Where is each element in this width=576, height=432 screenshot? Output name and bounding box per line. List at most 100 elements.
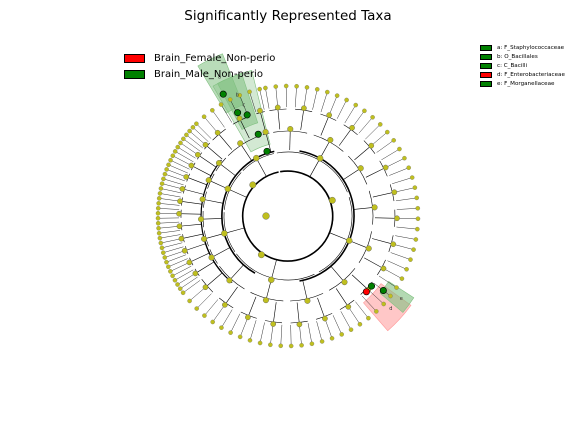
leaf-branch: [168, 164, 188, 174]
leaf-branch: [162, 183, 183, 190]
leaf-node: [366, 315, 371, 321]
branch-line: [335, 288, 349, 307]
clade-shade-e: [379, 280, 415, 313]
taxon-node: [214, 129, 221, 136]
branch-line: [289, 129, 291, 151]
taxon-node: [178, 235, 185, 242]
leaf-branch: [189, 287, 206, 302]
leaf-branch: [358, 117, 373, 134]
leaf-branch: [307, 323, 313, 344]
leaf-branch: [395, 235, 416, 240]
leaf-branch: [303, 87, 308, 109]
branch-line: [259, 110, 266, 133]
taxon-node: [368, 142, 375, 149]
clade-arc: [280, 170, 334, 256]
leaf-node: [309, 341, 315, 347]
leaf-node: [247, 89, 252, 95]
leaf-node: [228, 330, 233, 335]
branch-line: [201, 218, 223, 220]
branch-line: [195, 261, 215, 274]
leaf-branch: [332, 315, 342, 335]
clade-legend-label-a: a: F_Staphylococcaceae: [497, 44, 565, 51]
leaf-branch: [340, 311, 352, 330]
clade-arc: [242, 171, 279, 212]
leaf-branch: [163, 246, 184, 253]
leaf-branch: [239, 317, 249, 337]
leaf-node: [162, 255, 168, 260]
leaf-branch: [166, 254, 187, 263]
taxon-node: [176, 223, 183, 230]
taxon-node: [394, 215, 400, 222]
enriched-node-female: [362, 288, 370, 296]
leaf-branch: [196, 123, 212, 139]
leaf-branch: [177, 146, 196, 159]
taxon-node: [371, 204, 378, 211]
taxon-node: [245, 314, 251, 321]
taxon-node: [253, 154, 260, 162]
enriched-node-male: [254, 130, 262, 138]
clade-shade-d: [363, 283, 412, 332]
leaf-branch: [351, 110, 365, 128]
clade-swatch-c: [480, 62, 492, 69]
taxon-node: [262, 128, 269, 135]
taxon-node: [215, 160, 222, 167]
clade-legend: a: F_Staphylococcaceae b: O_Bacillales c…: [480, 43, 565, 89]
taxon-node: [345, 303, 352, 310]
branch-line: [179, 223, 202, 227]
taxon-node: [192, 270, 199, 277]
leaf-branch: [239, 95, 248, 115]
leaf-branch: [170, 262, 190, 272]
leaf-branch: [186, 134, 203, 149]
taxon-node: [195, 151, 201, 158]
leaf-node: [319, 339, 325, 344]
leaf-node: [202, 313, 207, 318]
leaf-node: [219, 325, 224, 330]
taxon-node: [236, 115, 243, 122]
taxon-node: [357, 165, 364, 172]
leaf-branch: [160, 188, 182, 194]
leaf-node: [155, 221, 161, 226]
leaf-node: [190, 125, 196, 130]
leaf-branch: [182, 280, 201, 293]
branch-line: [229, 264, 244, 281]
leaf-node: [412, 185, 418, 190]
leaf-node: [156, 230, 162, 236]
taxon-node: [183, 174, 190, 180]
taxon-node: [199, 196, 206, 203]
clade-legend-entry-d: d: F_Enterobacteriaceae: [480, 71, 565, 80]
leaf-branch: [295, 86, 297, 108]
leaf-branch: [365, 124, 381, 140]
clade-letter-labels: a bc d e: [218, 75, 403, 313]
leaf-branch: [174, 269, 194, 281]
leaf-node: [157, 191, 163, 196]
leaf-branch: [312, 89, 318, 110]
leaf-node: [172, 149, 178, 154]
clade-legend-label-d: d: F_Enterobacteriaceae: [497, 72, 565, 79]
branch-line: [256, 157, 267, 177]
leaf-node: [344, 97, 349, 103]
leaf-branch: [275, 86, 278, 108]
leaf-node: [166, 264, 171, 270]
leaf-node: [413, 237, 419, 242]
root-taxon-node: [262, 212, 270, 220]
leaf-branch: [368, 289, 384, 305]
leaf-branch: [164, 173, 185, 182]
branch-line: [217, 132, 233, 150]
leaf-node: [329, 336, 335, 341]
leaf-branch: [158, 221, 180, 224]
leaf-node: [397, 146, 402, 152]
clade-arc: [242, 213, 307, 262]
branch-line: [270, 259, 277, 280]
leaf-branch: [355, 301, 369, 319]
taxon-node: [341, 279, 348, 286]
legend-entry-female: Brain_Female_Non-perio: [124, 50, 275, 67]
branch-line: [300, 108, 305, 130]
branch-line: [364, 257, 384, 269]
leaf-branch: [328, 95, 338, 116]
branch-line: [218, 162, 236, 177]
leaf-node: [357, 322, 363, 327]
branch-line: [265, 131, 272, 153]
leaf-node: [159, 181, 165, 186]
leaf-node: [178, 140, 183, 146]
